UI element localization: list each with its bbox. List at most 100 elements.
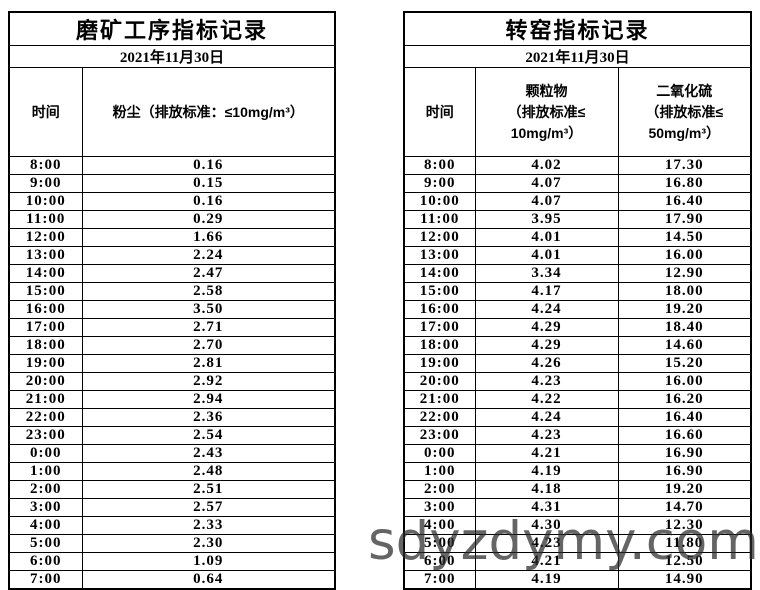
kiln-record-table: 转窑指标记录 2021年11月30日 时间 颗粒物 （排放标准≤ 10mg/m³… [403,11,752,590]
table-row: 16:00 3.50 [8,300,336,319]
cell-time: 6:00 [403,552,476,571]
cell-time: 7:00 [8,570,83,590]
cell-pm: 4.01 [474,246,619,265]
cell-so2: 16.90 [617,462,752,481]
cell-so2: 16.20 [617,390,752,409]
cell-dust: 2.71 [81,318,336,337]
cell-so2: 19.20 [617,480,752,499]
cell-so2: 17.90 [617,210,752,229]
cell-pm: 3.95 [474,210,619,229]
grinding-title-row: 磨矿工序指标记录 [8,11,336,46]
cell-time: 20:00 [403,372,476,391]
cell-dust: 2.24 [81,246,336,265]
cell-time: 19:00 [403,354,476,373]
table-row: 4:00 2.33 [8,516,336,535]
cell-so2: 16.00 [617,246,752,265]
table-row: 0:00 4.21 16.90 [403,444,752,463]
cell-time: 8:00 [8,156,83,175]
cell-pm: 4.19 [474,462,619,481]
cell-pm: 4.22 [474,390,619,409]
col-header-so2: 二氧化硫 （排放标准≤ 50mg/m³） [617,67,752,157]
cell-time: 22:00 [403,408,476,427]
table-row: 8:00 0.16 [8,156,336,175]
table-row: 20:00 4.23 16.00 [403,372,752,391]
cell-time: 17:00 [8,318,83,337]
cell-time: 12:00 [8,228,83,247]
grinding-date-row: 2021年11月30日 [8,45,336,68]
table-row: 2:00 2.51 [8,480,336,499]
table-row: 5:00 4.23 11.80 [403,534,752,553]
table-row: 17:00 4.29 18.40 [403,318,752,337]
cell-time: 20:00 [8,372,83,391]
cell-dust: 0.16 [81,192,336,211]
table-row: 21:00 4.22 16.20 [403,390,752,409]
table-row: 15:00 2.58 [8,282,336,301]
cell-so2: 14.50 [617,228,752,247]
table-row: 7:00 4.19 14.90 [403,570,752,590]
cell-time: 21:00 [403,390,476,409]
cell-time: 23:00 [8,426,83,445]
cell-time: 3:00 [8,498,83,517]
cell-time: 1:00 [8,462,83,481]
cell-time: 9:00 [403,174,476,193]
cell-time: 18:00 [403,336,476,355]
cell-dust: 2.92 [81,372,336,391]
cell-time: 13:00 [403,246,476,265]
cell-time: 5:00 [403,534,476,553]
cell-dust: 0.29 [81,210,336,229]
table-title: 转窑指标记录 [403,11,752,46]
cell-time: 3:00 [403,498,476,517]
table-row: 1:00 2.48 [8,462,336,481]
table-row: 11:00 0.29 [8,210,336,229]
kiln-date-row: 2021年11月30日 [403,45,752,68]
cell-so2: 16.40 [617,192,752,211]
cell-dust: 2.36 [81,408,336,427]
table-row: 22:00 4.24 16.40 [403,408,752,427]
cell-so2: 12.90 [617,264,752,283]
table-row: 18:00 4.29 14.60 [403,336,752,355]
cell-dust: 2.48 [81,462,336,481]
table-row: 19:00 4.26 15.20 [403,354,752,373]
table-row: 13:00 4.01 16.00 [403,246,752,265]
grinding-header-row: 时间 粉尘（排放标准：≤10mg/m³） [8,67,336,157]
cell-pm: 4.19 [474,570,619,590]
cell-pm: 4.18 [474,480,619,499]
cell-so2: 16.90 [617,444,752,463]
table-row: 5:00 2.30 [8,534,336,553]
table-date: 2021年11月30日 [8,45,336,68]
cell-pm: 4.07 [474,174,619,193]
cell-pm: 4.21 [474,444,619,463]
cell-time: 1:00 [403,462,476,481]
cell-dust: 2.43 [81,444,336,463]
cell-time: 16:00 [403,300,476,319]
table-row: 12:00 1.66 [8,228,336,247]
cell-so2: 15.20 [617,354,752,373]
cell-time: 2:00 [8,480,83,499]
table-row: 12:00 4.01 14.50 [403,228,752,247]
kiln-title-row: 转窑指标记录 [403,11,752,46]
cell-dust: 2.54 [81,426,336,445]
cell-so2: 14.70 [617,498,752,517]
cell-so2: 16.40 [617,408,752,427]
table-row: 6:00 1.09 [8,552,336,571]
table-row: 22:00 2.36 [8,408,336,427]
cell-pm: 4.24 [474,300,619,319]
table-row: 6:00 4.21 12.50 [403,552,752,571]
cell-time: 15:00 [403,282,476,301]
col-header-time: 时间 [403,67,476,157]
table-row: 18:00 2.70 [8,336,336,355]
table-row: 1:00 4.19 16.90 [403,462,752,481]
cell-pm: 4.26 [474,354,619,373]
col-header-so2-line2: （排放标准≤ [645,103,724,120]
cell-pm: 4.21 [474,552,619,571]
cell-time: 7:00 [403,570,476,590]
grinding-table-body: 8:00 0.16 9:00 0.15 10:00 0.16 11:00 0.29 12:00 1… [8,156,336,590]
cell-time: 14:00 [8,264,83,283]
cell-pm: 4.07 [474,192,619,211]
cell-dust: 2.47 [81,264,336,283]
table-row: 8:00 4.02 17.30 [403,156,752,175]
table-row: 14:00 3.34 12.90 [403,264,752,283]
cell-dust: 0.15 [81,174,336,193]
cell-time: 16:00 [8,300,83,319]
col-header-pm-line3: 10mg/m³） [510,124,583,141]
